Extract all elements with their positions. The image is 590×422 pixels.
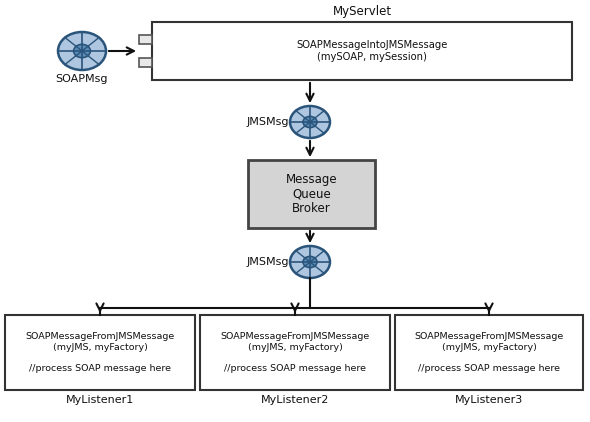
Ellipse shape bbox=[303, 116, 317, 127]
Bar bbox=[200, 315, 390, 390]
Text: SOAPMessageFromJMSMessage
(myJMS, myFactory)

//process SOAP message here: SOAPMessageFromJMSMessage (myJMS, myFact… bbox=[221, 333, 369, 373]
Text: SOAPMsg: SOAPMsg bbox=[55, 74, 108, 84]
Ellipse shape bbox=[303, 257, 317, 268]
Ellipse shape bbox=[74, 44, 90, 58]
Bar bbox=[5, 315, 195, 390]
Text: MyListener2: MyListener2 bbox=[261, 395, 329, 405]
Bar bbox=[395, 315, 583, 390]
Bar bbox=[139, 58, 152, 67]
Text: MyListener1: MyListener1 bbox=[66, 395, 134, 405]
Text: Message
Queue
Broker: Message Queue Broker bbox=[286, 173, 337, 216]
Ellipse shape bbox=[290, 246, 330, 278]
Ellipse shape bbox=[290, 106, 330, 138]
Bar bbox=[139, 35, 152, 44]
Bar bbox=[248, 160, 375, 228]
Text: SOAPMessageFromJMSMessage
(myJMS, myFactory)

//process SOAP message here: SOAPMessageFromJMSMessage (myJMS, myFact… bbox=[414, 333, 563, 373]
Text: MyServlet: MyServlet bbox=[332, 5, 392, 19]
Text: JMSMsg: JMSMsg bbox=[247, 117, 289, 127]
Ellipse shape bbox=[58, 32, 106, 70]
Text: JMSMsg: JMSMsg bbox=[247, 257, 289, 267]
Text: SOAPMessageFromJMSMessage
(myJMS, myFactory)

//process SOAP message here: SOAPMessageFromJMSMessage (myJMS, myFact… bbox=[25, 333, 175, 373]
Text: MyListener3: MyListener3 bbox=[455, 395, 523, 405]
Text: SOAPMessageIntoJMSMessage
(mySOAP, mySession): SOAPMessageIntoJMSMessage (mySOAP, mySes… bbox=[296, 40, 448, 62]
Bar bbox=[152, 22, 572, 80]
